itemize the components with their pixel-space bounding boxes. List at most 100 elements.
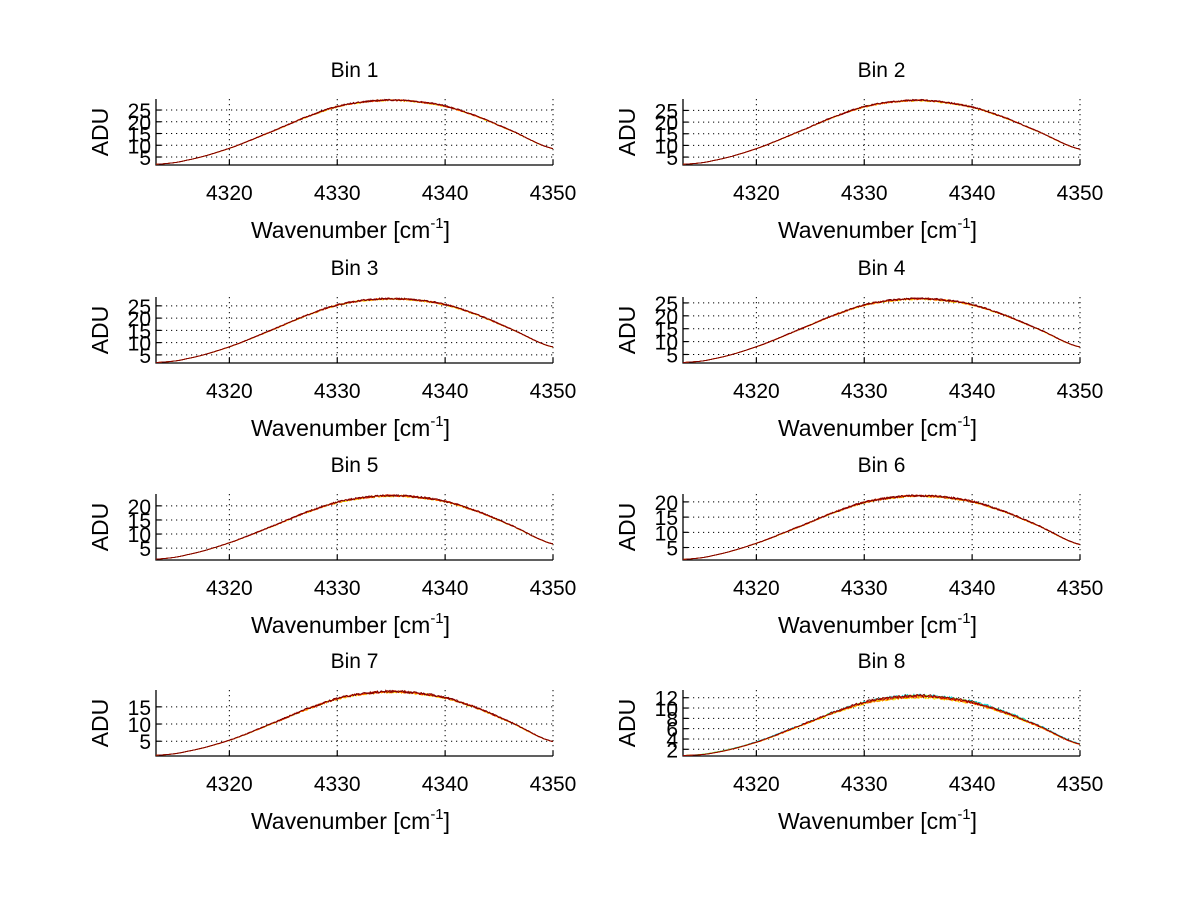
x-tick-label: 4330 <box>314 577 361 600</box>
series-line <box>682 494 1081 560</box>
x-axis-label-end: ] <box>444 612 450 638</box>
x-tick-label: 4340 <box>949 577 996 600</box>
x-tick-label: 4350 <box>1057 380 1104 403</box>
axis-lines <box>682 297 1080 364</box>
y-axis-label: ADU <box>87 306 113 355</box>
series-line <box>155 494 553 560</box>
series-line <box>682 297 1081 363</box>
y-tick-label: 20 <box>128 308 151 331</box>
x-axis-label-superscript: -1 <box>430 806 443 823</box>
x-tick-label: 4350 <box>1057 577 1104 600</box>
x-axis-label-end: ] <box>971 217 977 243</box>
x-axis-label-superscript: -1 <box>957 806 970 823</box>
x-tick-label: 4330 <box>314 182 361 205</box>
y-axis-label: ADU <box>614 306 640 355</box>
x-tick-label: 4330 <box>314 380 361 403</box>
y-tick-label: 25 <box>655 293 678 316</box>
x-axis-label-main: Wavenumber [cm <box>778 217 957 243</box>
x-tick-label: 4320 <box>206 773 253 796</box>
y-tick-label: 20 <box>655 306 678 329</box>
y-tick-label: 15 <box>655 319 678 342</box>
x-tick-label: 4340 <box>422 182 469 205</box>
y-tick-label: 5 <box>666 344 678 367</box>
x-tick-label: 4330 <box>841 182 888 205</box>
x-tick-label: 4320 <box>733 182 780 205</box>
x-axis-label: Wavenumber [cm-1] <box>251 806 450 834</box>
y-tick-label: 5 <box>139 538 151 561</box>
x-tick-label: 4320 <box>733 380 780 403</box>
series-line <box>682 99 1081 165</box>
x-axis-label-main: Wavenumber [cm <box>251 612 430 638</box>
x-tick-label: 4340 <box>422 577 469 600</box>
x-axis-label: Wavenumber [cm-1] <box>251 610 450 638</box>
series-line <box>155 689 553 756</box>
y-tick-label: 20 <box>655 112 678 135</box>
x-axis-label-main: Wavenumber [cm <box>778 415 957 441</box>
x-axis-label-main: Wavenumber [cm <box>251 217 430 243</box>
subplot-title: Bin 3 <box>331 257 379 280</box>
x-tick-label: 4330 <box>841 577 888 600</box>
series-line <box>155 494 554 560</box>
y-axis-label: ADU <box>614 503 640 552</box>
x-tick-label: 4330 <box>841 773 888 796</box>
series-line <box>155 494 554 560</box>
x-axis-label-end: ] <box>444 415 450 441</box>
x-tick-label: 4330 <box>841 380 888 403</box>
subplot-title: Bin 1 <box>331 59 379 82</box>
x-tick-label: 4350 <box>530 380 577 403</box>
y-tick-label: 15 <box>128 510 151 533</box>
y-tick-label: 10 <box>655 135 678 158</box>
x-tick-label: 4330 <box>314 773 361 796</box>
y-tick-label: 15 <box>128 124 151 147</box>
x-axis-label-end: ] <box>971 415 977 441</box>
series-line <box>155 494 554 560</box>
subplot-title: Bin 4 <box>858 257 906 280</box>
axis-lines <box>682 99 1080 166</box>
series-line <box>155 297 554 363</box>
series-line <box>155 297 554 363</box>
x-tick-label: 4350 <box>1057 773 1104 796</box>
x-axis-label-superscript: -1 <box>957 413 970 430</box>
axis-lines <box>682 690 1080 757</box>
x-axis-label-main: Wavenumber [cm <box>778 612 957 638</box>
x-tick-label: 4350 <box>1057 182 1104 205</box>
y-tick-label: 2 <box>666 739 678 762</box>
series-line <box>155 297 554 363</box>
series-line <box>682 494 1080 560</box>
series-line <box>155 690 554 756</box>
x-axis-label-main: Wavenumber [cm <box>778 808 957 834</box>
y-tick-label: 25 <box>655 100 678 123</box>
x-tick-label: 4350 <box>530 773 577 796</box>
y-tick-label: 20 <box>655 492 678 515</box>
x-axis-label: Wavenumber [cm-1] <box>778 610 977 638</box>
series-line <box>682 297 1081 363</box>
x-tick-label: 4340 <box>949 380 996 403</box>
x-axis-label-superscript: -1 <box>430 215 443 232</box>
x-axis-label-end: ] <box>444 217 450 243</box>
y-tick-label: 5 <box>666 538 678 561</box>
x-axis-label: Wavenumber [cm-1] <box>778 806 977 834</box>
y-tick-label: 6 <box>666 719 678 742</box>
axis-lines <box>155 297 553 364</box>
x-axis-label: Wavenumber [cm-1] <box>251 215 450 243</box>
x-axis-label: Wavenumber [cm-1] <box>778 413 977 441</box>
series-line <box>155 297 554 363</box>
y-tick-label: 10 <box>128 524 151 547</box>
x-tick-label: 4320 <box>206 380 253 403</box>
y-tick-label: 25 <box>128 296 151 319</box>
x-axis-label-end: ] <box>971 612 977 638</box>
series-line <box>155 689 554 756</box>
x-tick-label: 4350 <box>530 577 577 600</box>
y-tick-label: 15 <box>655 124 678 147</box>
x-axis-label: Wavenumber [cm-1] <box>778 215 977 243</box>
series-line <box>682 99 1081 165</box>
y-tick-label: 10 <box>655 332 678 355</box>
x-tick-label: 4320 <box>733 577 780 600</box>
